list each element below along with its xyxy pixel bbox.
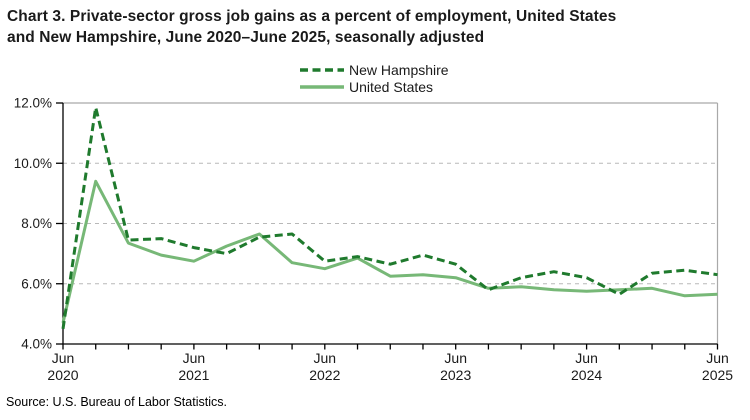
series-line-new-hampshire [61, 106, 718, 330]
x-tick-label-year: 2025 [702, 367, 733, 383]
y-tick-label: 10.0% [14, 156, 52, 171]
y-tick-label: 6.0% [21, 276, 52, 291]
x-tick-label-year: 2023 [440, 367, 471, 383]
chart-title-line2: and New Hampshire, June 2020–June 2025, … [7, 29, 485, 46]
chart-title-line1: Chart 3. Private-sector gross job gains … [7, 8, 617, 25]
chart-title: Chart 3. Private-sector gross job gains … [7, 6, 616, 48]
x-tick-label-year: 2022 [309, 367, 340, 383]
legend: New Hampshire United States [299, 61, 449, 96]
solid-line-swatch-icon [300, 85, 344, 89]
series-line-united-states [61, 179, 718, 324]
x-tick-label-month: Jun [575, 350, 598, 366]
legend-item-united-states: United States [299, 79, 449, 97]
legend-label-united-states: United States [349, 79, 434, 96]
y-tick-label: 4.0% [21, 337, 52, 352]
x-tick-label-year: 2021 [178, 367, 209, 383]
x-tick-label-month: Jun [706, 350, 729, 366]
dashed-line-swatch-icon [300, 68, 344, 72]
legend-label-new-hampshire: New Hampshire [349, 61, 449, 78]
x-tick-label-month: Jun [314, 350, 337, 366]
x-tick-label-year: 2020 [47, 367, 78, 383]
x-tick-label-year: 2024 [571, 367, 602, 383]
y-tick-label: 12.0% [14, 96, 52, 111]
x-tick-label-month: Jun [52, 350, 75, 366]
x-tick-label-month: Jun [444, 350, 467, 366]
y-tick-label: 8.0% [21, 216, 52, 231]
source-note: Source: U.S. Bureau of Labor Statistics. [6, 395, 227, 409]
legend-item-new-hampshire: New Hampshire [299, 61, 449, 79]
x-tick-label-month: Jun [183, 350, 206, 366]
